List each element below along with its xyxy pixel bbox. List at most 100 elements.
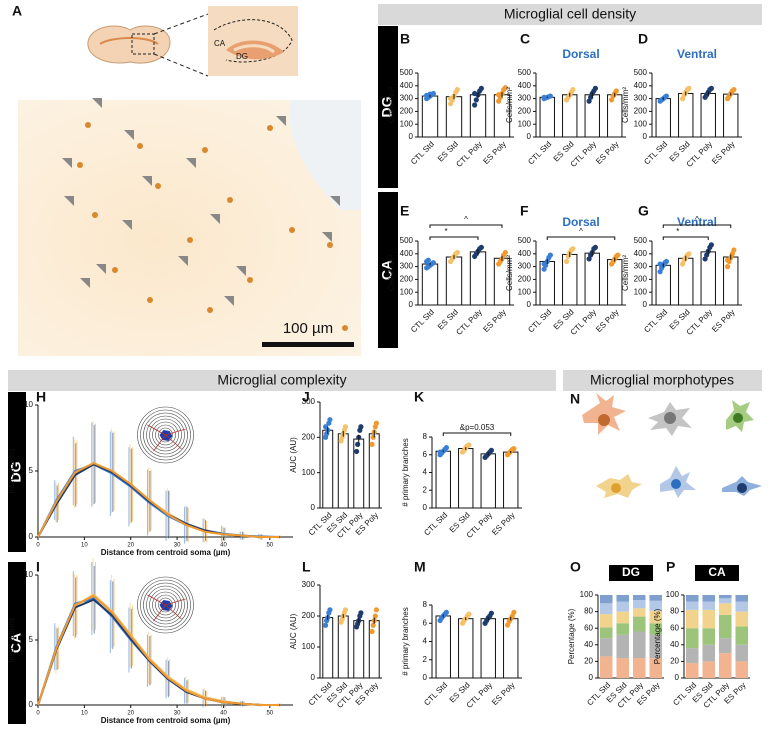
x-tick-label: CTL Std bbox=[526, 140, 553, 167]
x-tick-label: 20 bbox=[127, 543, 134, 549]
x-tick-label: 40 bbox=[220, 711, 227, 717]
inset-process bbox=[147, 594, 186, 622]
y-tick-label: 8 bbox=[423, 600, 428, 609]
data-point bbox=[466, 611, 472, 617]
significance-bracket bbox=[429, 236, 479, 240]
data-point bbox=[430, 260, 436, 266]
data-point bbox=[437, 449, 443, 455]
y-tick-label: 300 bbox=[634, 94, 648, 103]
bar bbox=[337, 433, 349, 509]
y-axis-label: Cells/mm² bbox=[621, 87, 630, 123]
bar-segment bbox=[599, 656, 613, 678]
data-point bbox=[425, 257, 431, 263]
section-header-bg bbox=[563, 370, 762, 391]
data-point bbox=[478, 85, 484, 91]
y-axis-label: Cells/mm² bbox=[621, 255, 630, 291]
y-tick-label: 400 bbox=[400, 81, 414, 90]
y-tick-label: 6 bbox=[423, 450, 428, 459]
data-point bbox=[547, 252, 554, 258]
y-tick-label: 500 bbox=[634, 68, 648, 77]
data-point bbox=[370, 622, 376, 628]
panel-letter: N bbox=[570, 391, 580, 407]
data-point bbox=[355, 441, 361, 447]
inset-ring bbox=[158, 597, 173, 613]
y-tick-label: 0 bbox=[311, 503, 316, 512]
inset-ring bbox=[149, 418, 182, 452]
inset-ring bbox=[155, 424, 176, 446]
x-tick-label: 20 bbox=[127, 711, 134, 717]
y-tick-label: 100 bbox=[400, 119, 414, 128]
bar-segment bbox=[718, 603, 732, 615]
y-tick-label: 200 bbox=[400, 275, 414, 284]
data-point bbox=[327, 607, 333, 613]
y-axis-label: Cells/mm² bbox=[387, 255, 396, 291]
bar bbox=[421, 263, 439, 306]
title-bg bbox=[695, 565, 739, 581]
y-tick-label: 40 bbox=[584, 640, 593, 649]
y-tick-label: 10 bbox=[24, 570, 33, 579]
y-tick-label: 100 bbox=[302, 468, 316, 477]
data-point bbox=[708, 85, 715, 91]
inset-ring bbox=[146, 415, 185, 455]
brain-icon bbox=[87, 6, 298, 77]
bar-segment bbox=[632, 595, 646, 600]
panel-subtitle: Dorsal bbox=[562, 215, 599, 229]
y-tick-label: 400 bbox=[518, 249, 532, 258]
data-point bbox=[358, 424, 364, 430]
bar-segment bbox=[685, 663, 699, 678]
bar-segment bbox=[632, 658, 646, 678]
title-bg bbox=[609, 565, 653, 581]
y-axis-label: Intersections bbox=[7, 617, 16, 662]
y-tick-label: 60 bbox=[584, 623, 593, 632]
y-tick-label: 500 bbox=[400, 68, 414, 77]
section-title: Microglial complexity bbox=[217, 372, 346, 388]
panel-subtitle: Dorsal bbox=[562, 47, 599, 61]
bar-segment bbox=[702, 661, 716, 678]
significance-label: ^ bbox=[695, 215, 699, 224]
row-label: CA bbox=[379, 260, 395, 280]
bar bbox=[723, 93, 739, 138]
series-line bbox=[37, 594, 280, 706]
y-tick-label: 400 bbox=[518, 81, 532, 90]
inset-ring bbox=[146, 585, 185, 625]
data-point bbox=[373, 420, 380, 426]
bar bbox=[723, 256, 739, 306]
data-point bbox=[663, 258, 670, 265]
y-axis-label: Cells/mm² bbox=[505, 87, 514, 123]
x-tick-label: 50 bbox=[266, 711, 273, 717]
data-point bbox=[511, 609, 517, 615]
panel-letter: E bbox=[400, 203, 409, 219]
panel-letter: F bbox=[520, 203, 529, 219]
row-label: DG bbox=[379, 96, 395, 117]
panel-letter: M bbox=[414, 559, 426, 575]
scale-bar-label: 100 µm bbox=[283, 320, 333, 337]
panel-letter: J bbox=[302, 389, 310, 405]
panel-subtitle: Ventral bbox=[677, 215, 717, 229]
bar-segment bbox=[702, 628, 716, 645]
x-tick-label: 40 bbox=[220, 543, 227, 549]
inset-ring bbox=[137, 576, 194, 634]
y-tick-label: 300 bbox=[302, 397, 316, 406]
data-point bbox=[663, 93, 670, 99]
y-tick-label: 0 bbox=[423, 673, 428, 682]
bar-segment bbox=[649, 658, 663, 678]
panel-letter: H bbox=[36, 389, 46, 405]
data-point bbox=[570, 246, 576, 252]
bar bbox=[337, 615, 349, 679]
bar bbox=[322, 429, 334, 509]
y-tick-label: 100 bbox=[580, 590, 594, 599]
significance-label: * bbox=[444, 227, 447, 236]
section-title: Microglial morphotypes bbox=[590, 372, 734, 388]
bar-segment bbox=[702, 601, 716, 610]
significance-bracket bbox=[429, 224, 503, 228]
bar bbox=[503, 618, 519, 679]
row-label-bg bbox=[8, 392, 26, 552]
bar bbox=[655, 98, 671, 138]
bar-segment bbox=[632, 631, 646, 659]
data-point bbox=[472, 102, 478, 108]
significance-label: ^ bbox=[579, 227, 583, 236]
bar-segment bbox=[599, 638, 613, 657]
bar-segment bbox=[685, 601, 699, 610]
panel-letter: I bbox=[36, 559, 40, 575]
